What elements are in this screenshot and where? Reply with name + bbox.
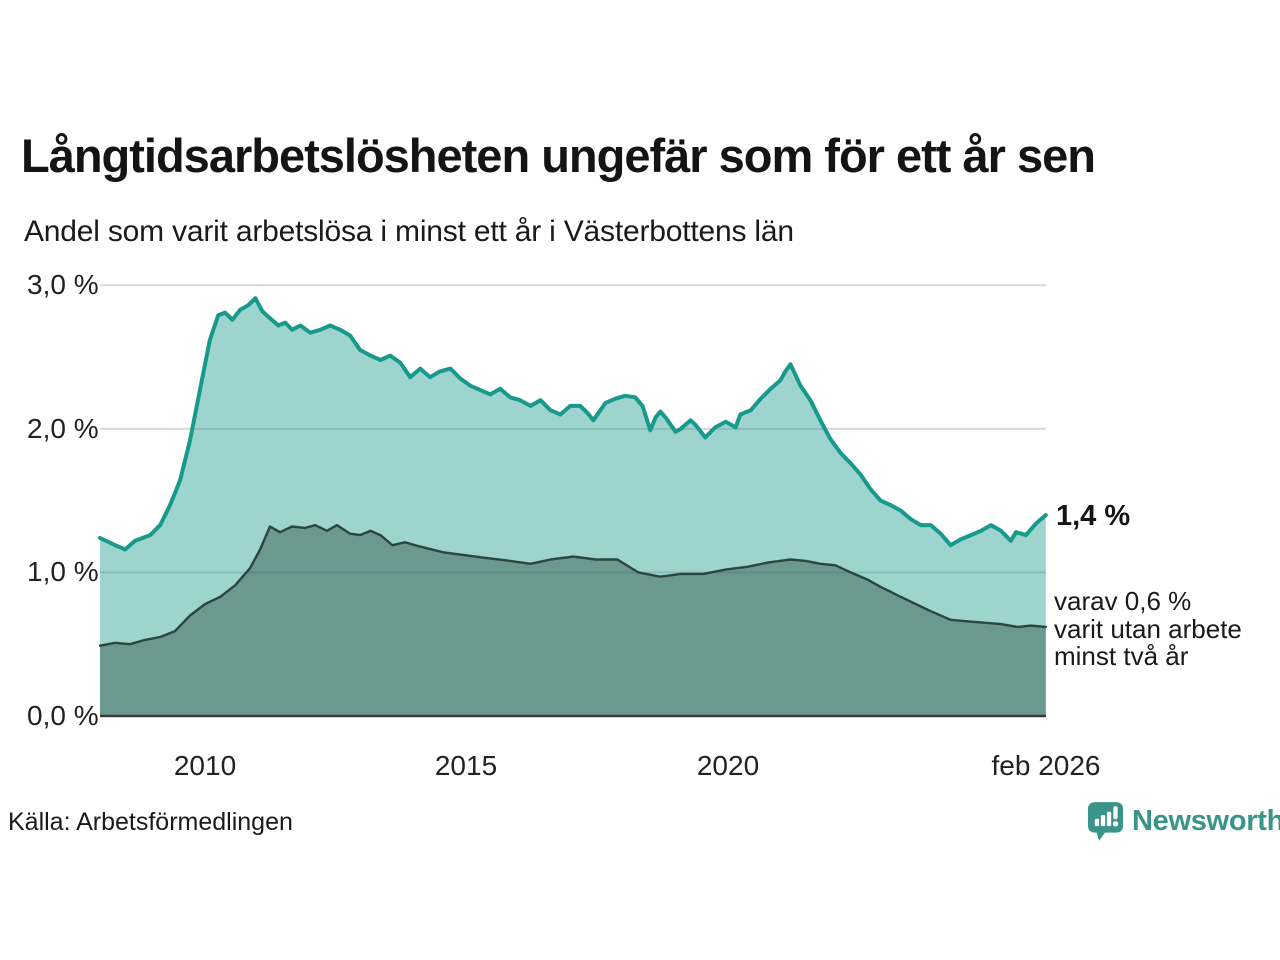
source-credit: Källa: Arbetsförmedlingen	[8, 808, 293, 836]
y-tick-label-2: 2,0 %	[27, 412, 99, 444]
total-area-fill	[100, 298, 1046, 716]
newsworthy-logo: Newsworthy	[1087, 800, 1280, 843]
secondary-annotation-line1: varav 0,6 %	[1054, 586, 1192, 616]
secondary-annotation-line2: varit utan arbete	[1054, 613, 1242, 644]
secondary-annotation: varav 0,6 % varit utan arbete minst två …	[1054, 586, 1242, 671]
y-tick-label-0: 0,0 %	[27, 700, 99, 731]
gridlines	[100, 284, 1046, 574]
secondary-annotation-line3: minst två år	[1054, 641, 1189, 671]
page-title: Långtidsarbetslösheten ungefär som för e…	[21, 129, 1096, 182]
x-tick-label-2020: 2020	[696, 750, 760, 781]
x-tick-label-2015: 2015	[434, 750, 498, 781]
y-tick-label-1: 1,0 %	[27, 556, 99, 588]
y-tick-label-3: 3,0 %	[27, 269, 99, 301]
x-tick-label-2010: 2010	[173, 750, 237, 781]
latest-total-annotation: 1,4 %	[1056, 500, 1131, 532]
bar-chart-speech-bubble-icon	[1087, 802, 1124, 841]
page-subtitle: Andel som varit arbetslösa i minst ett å…	[24, 215, 794, 248]
two-years-area-fill	[100, 525, 1046, 716]
total-line	[98, 296, 1048, 552]
x-tick-label-feb-2026: feb 2026	[991, 750, 1101, 781]
newsworthy-wordmark: Newsworthy	[1132, 805, 1280, 837]
two-years-line	[98, 523, 1047, 647]
